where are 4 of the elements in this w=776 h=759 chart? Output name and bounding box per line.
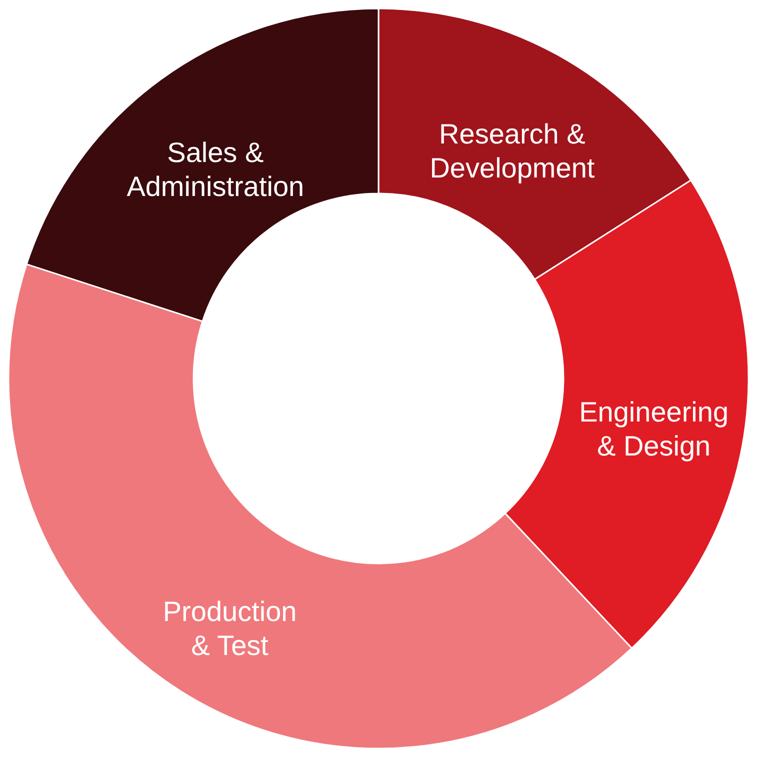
slice-label: Production & Test — [162, 596, 297, 661]
slice-label: Sales & Administration — [126, 136, 304, 202]
slice-label: Engineering & Design — [579, 396, 729, 462]
slice-label: Research & Development — [430, 118, 595, 184]
